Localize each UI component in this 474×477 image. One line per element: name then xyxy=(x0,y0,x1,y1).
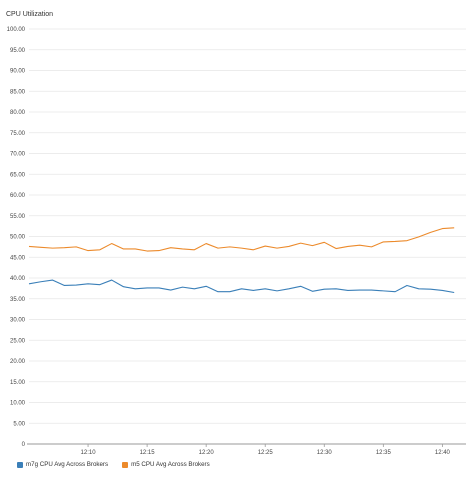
legend: m7g CPU Avg Across Brokers m5 CPU Avg Ac… xyxy=(17,461,210,468)
legend-item-m7g[interactable]: m7g CPU Avg Across Brokers xyxy=(17,461,108,468)
x-tick-label: 12:25 xyxy=(258,450,274,456)
legend-label-m7g: m7g CPU Avg Across Brokers xyxy=(26,461,109,468)
x-tick-label: 12:10 xyxy=(81,450,97,456)
y-tick-label: 95.00 xyxy=(10,48,26,54)
y-tick-label: 70.00 xyxy=(10,152,26,158)
legend-swatch-m7g xyxy=(17,461,23,468)
y-tick-label: 75.00 xyxy=(10,131,26,137)
series-line-m5 xyxy=(28,227,455,252)
y-tick-label: 55.00 xyxy=(10,214,26,220)
x-tick-label: 12:15 xyxy=(140,450,156,456)
y-tick-label: 100.00 xyxy=(7,27,26,33)
y-tick-label: 10.00 xyxy=(10,401,26,407)
legend-item-m5[interactable]: m5 CPU Avg Across Brokers xyxy=(122,461,210,468)
x-tick-label: 12:40 xyxy=(435,450,451,456)
y-tick-label: 30.00 xyxy=(10,318,26,324)
y-tick-label: 60.00 xyxy=(10,193,26,199)
y-tick-label: 65.00 xyxy=(10,172,26,178)
y-tick-label: 15.00 xyxy=(10,380,26,386)
y-tick-label: 25.00 xyxy=(10,338,26,344)
x-tick-label: 12:35 xyxy=(376,450,392,456)
series-line-m7g xyxy=(28,279,455,294)
y-tick-label: 20.00 xyxy=(10,359,26,365)
x-tick-label: 12:30 xyxy=(317,450,333,456)
legend-label-m5: m5 CPU Avg Across Brokers xyxy=(131,461,210,468)
y-tick-label: 45.00 xyxy=(10,255,26,261)
y-tick-label: 0 xyxy=(22,442,26,448)
y-tick-label: 85.00 xyxy=(10,89,26,95)
legend-swatch-m5 xyxy=(122,461,129,468)
y-tick-label: 40.00 xyxy=(10,276,26,282)
y-tick-label: 80.00 xyxy=(10,110,26,116)
y-tick-label: 35.00 xyxy=(10,297,26,303)
y-tick-label: 90.00 xyxy=(10,69,26,75)
y-tick-label: 50.00 xyxy=(10,235,26,241)
x-tick-label: 12:20 xyxy=(199,450,215,456)
y-tick-label: 5.00 xyxy=(13,421,25,427)
chart-title: CPU Utilization xyxy=(6,11,54,18)
